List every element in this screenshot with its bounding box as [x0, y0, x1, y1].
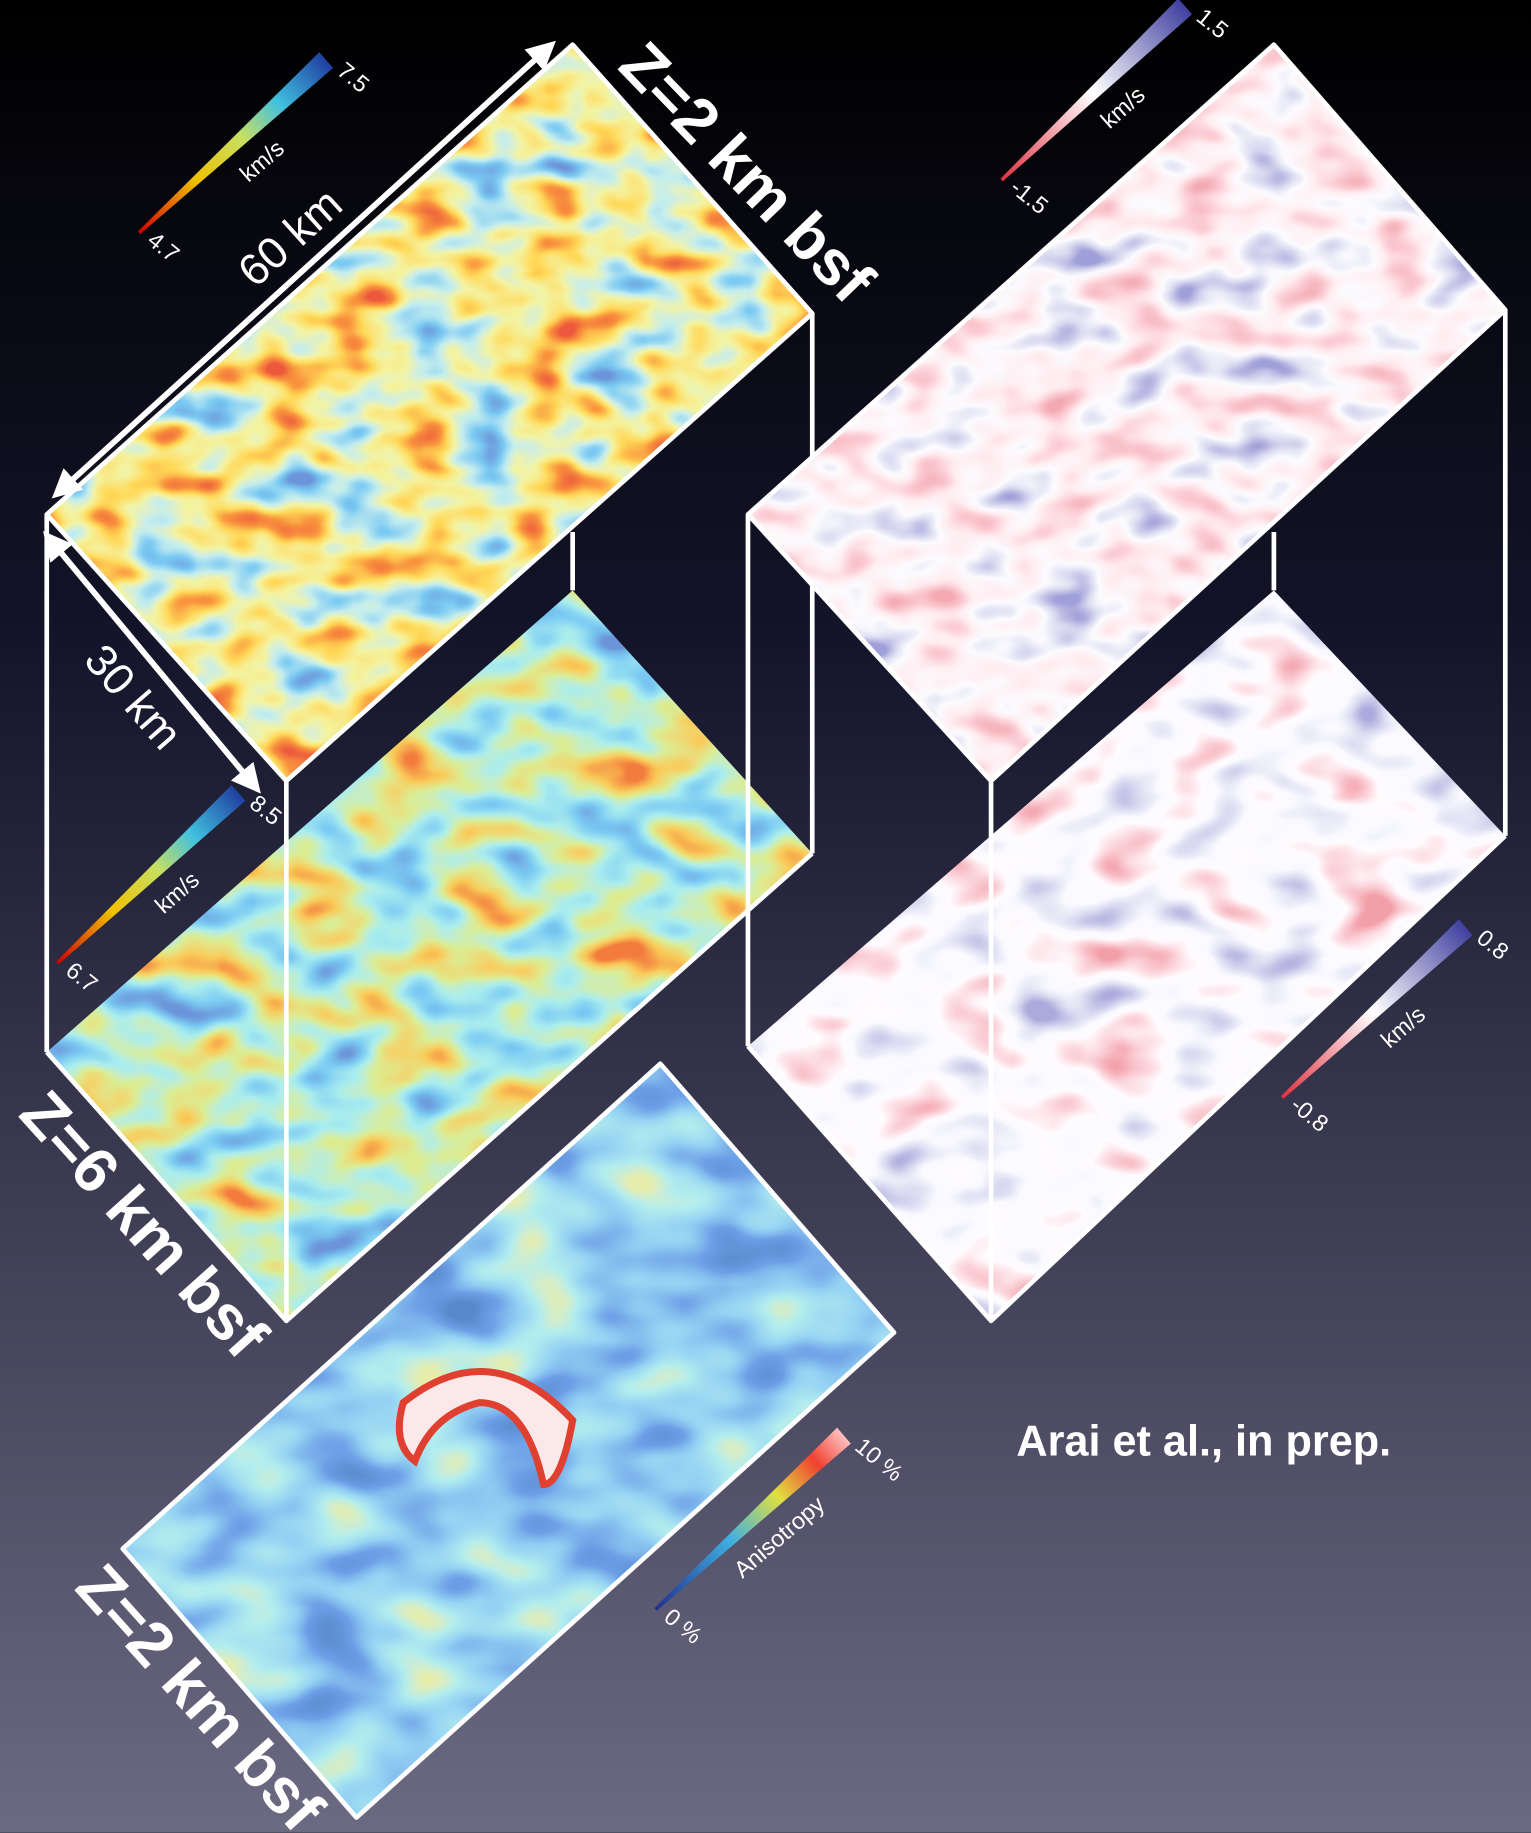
colorbar-wedge [654, 1427, 851, 1611]
colorbar-wedge [1000, 0, 1193, 182]
depth-arrow [43, 531, 261, 794]
colorbar-wedge [137, 52, 334, 234]
map-edge [120, 1061, 897, 1820]
colorbar-wedge [56, 784, 246, 965]
width-arrow [51, 40, 556, 499]
colorbar-wedge [1280, 919, 1473, 1099]
anomaly [395, 1368, 577, 1489]
box-edges [745, 42, 1508, 1324]
credit: Arai et al., in prep. [1016, 1417, 1391, 1465]
